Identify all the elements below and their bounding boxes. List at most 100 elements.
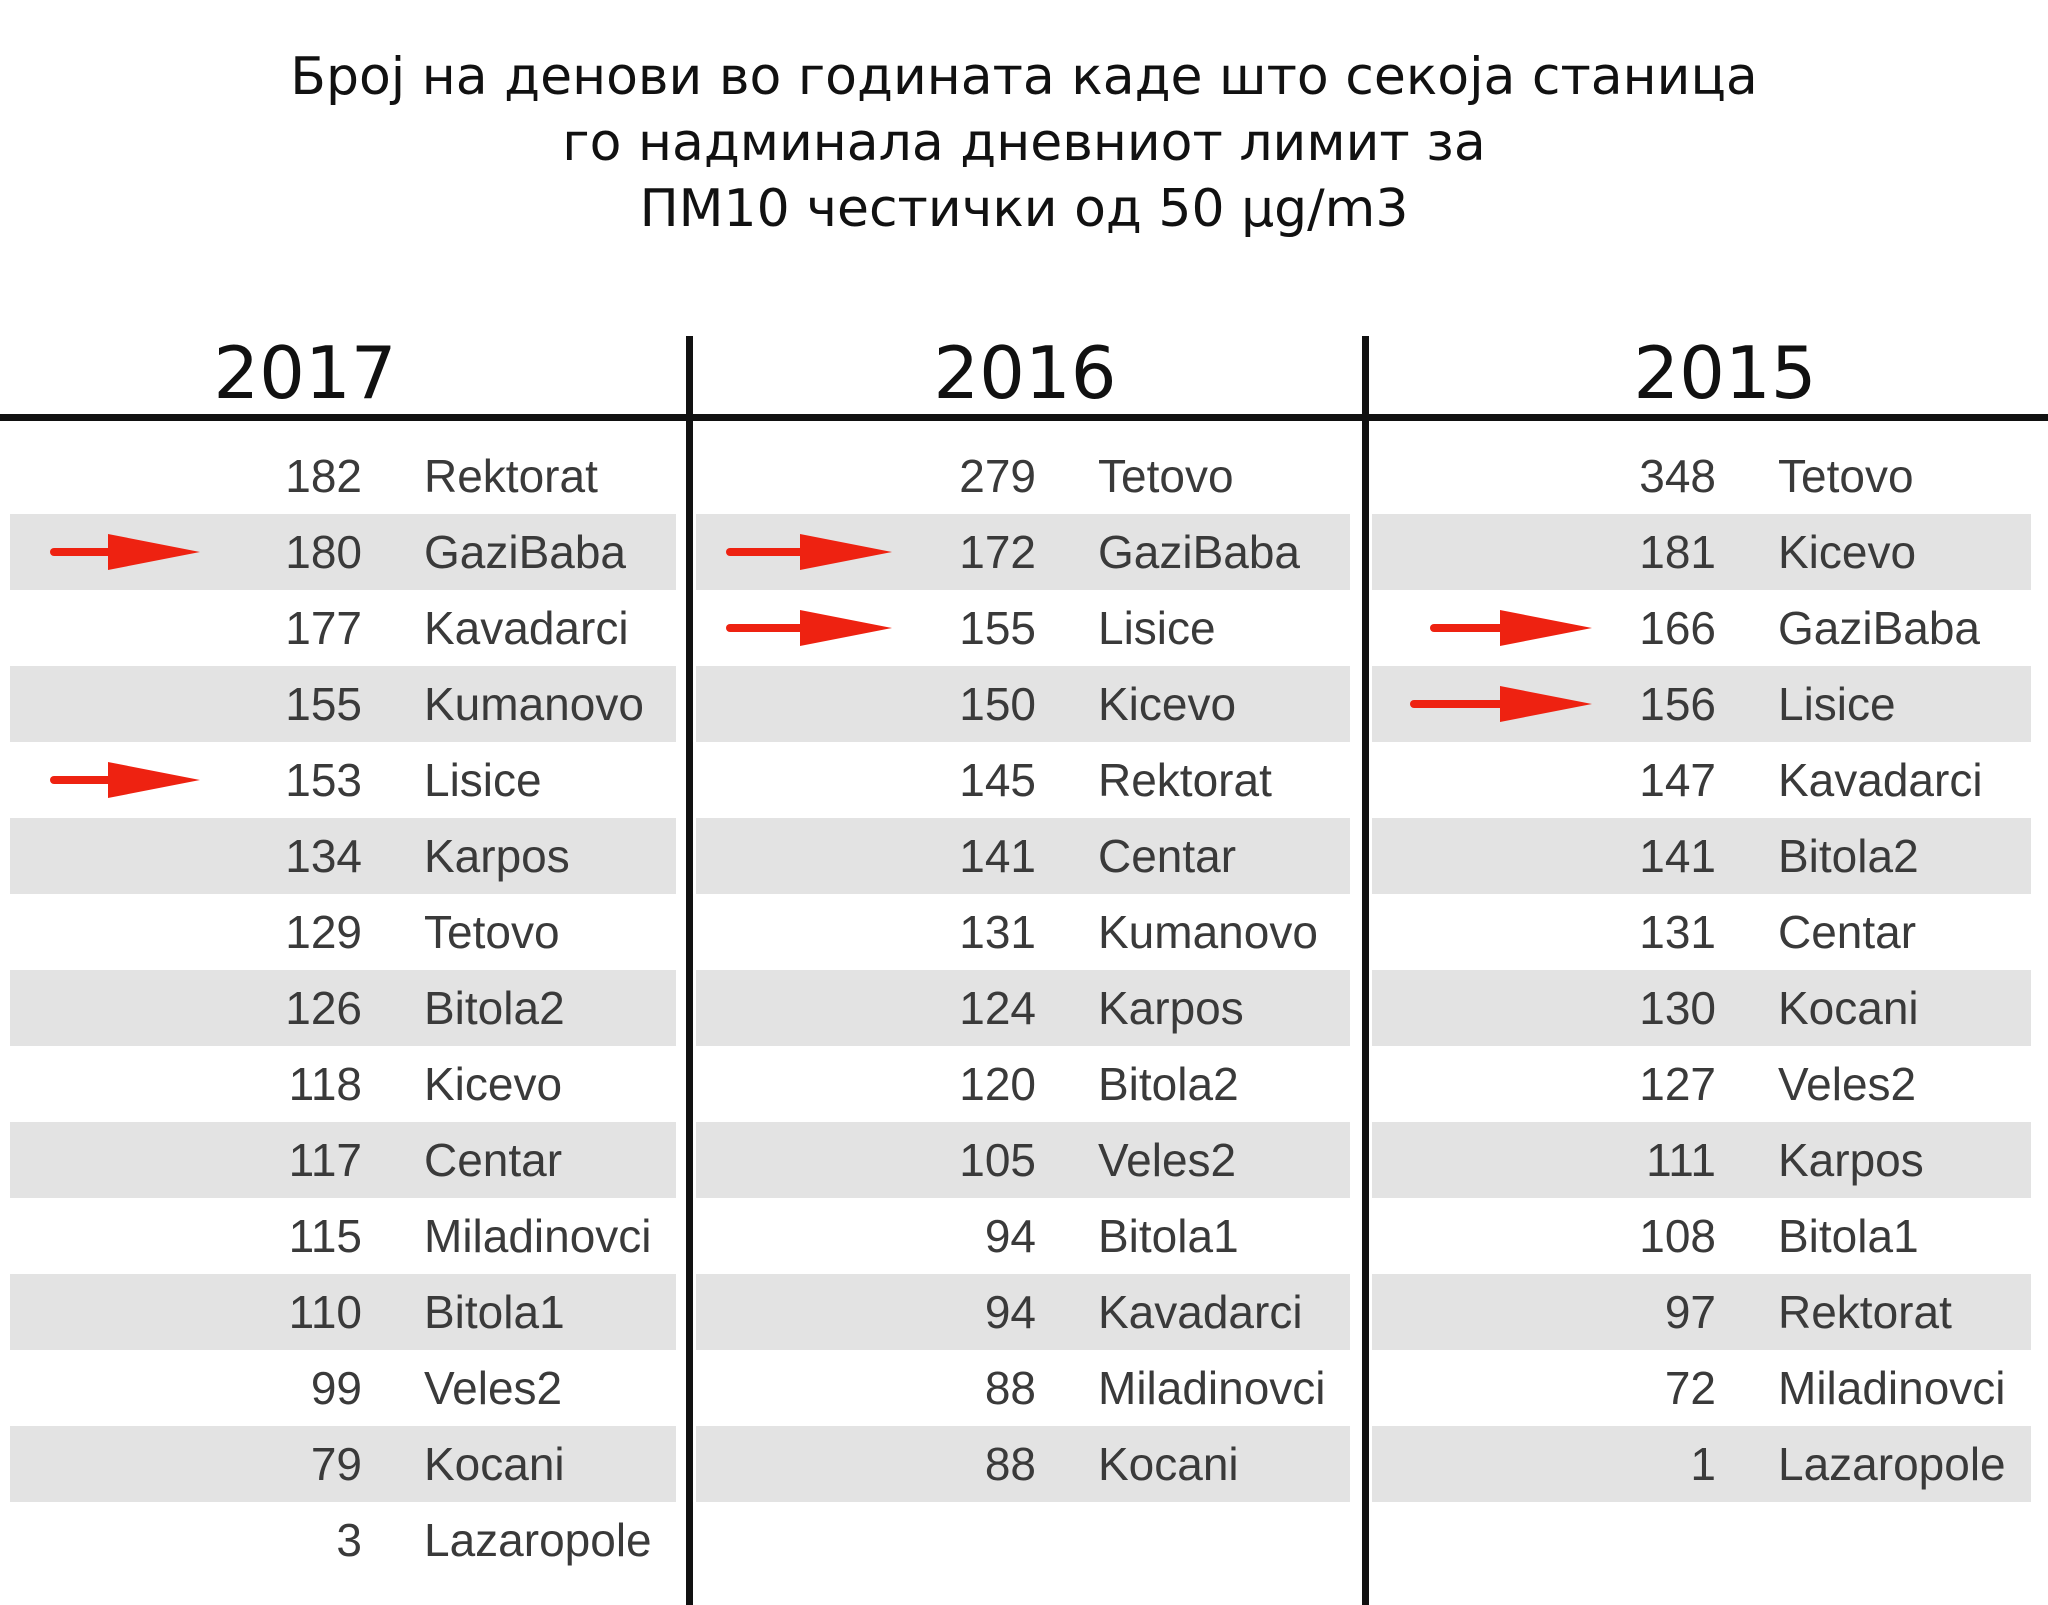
station-name: Kicevo (1778, 526, 1917, 578)
table-row (10, 1122, 676, 1198)
station-name: Kocani (1778, 982, 1919, 1034)
station-name: Rektorat (1778, 1286, 1952, 1338)
table-row (10, 970, 676, 1046)
station-name: Tetovo (424, 906, 560, 958)
station-value: 97 (1664, 1286, 1716, 1338)
station-name: Lisice (424, 754, 542, 806)
red-arrow-icon (726, 590, 892, 666)
station-value: 348 (1639, 450, 1716, 502)
station-name: Centar (1098, 830, 1237, 882)
station-name: Centar (1778, 906, 1917, 958)
table-row (1372, 970, 2031, 1046)
station-value: 182 (285, 450, 362, 502)
station-name: Bitola1 (424, 1286, 565, 1338)
station-name: Kavadarci (1778, 754, 1983, 806)
station-name: Rektorat (424, 450, 598, 502)
station-name: GaziBaba (1098, 526, 1301, 578)
station-name: Bitola2 (1778, 830, 1919, 882)
station-name: Centar (424, 1134, 563, 1186)
station-name: Bitola1 (1098, 1210, 1239, 1262)
year-header-2015: 2015 (1633, 331, 1817, 415)
station-name: Rektorat (1098, 754, 1272, 806)
station-value: 131 (959, 906, 1036, 958)
station-value: 94 (984, 1286, 1036, 1338)
station-name: Lisice (1098, 602, 1216, 654)
station-value: 88 (984, 1438, 1036, 1490)
station-value: 156 (1639, 678, 1716, 730)
station-value: 3 (336, 1514, 362, 1566)
station-value: 115 (288, 1210, 362, 1262)
station-value: 145 (959, 754, 1036, 806)
station-value: 117 (288, 1134, 362, 1186)
station-name: Karpos (424, 830, 570, 882)
station-value: 172 (959, 526, 1036, 578)
table-row (696, 666, 1350, 742)
table-row (1372, 514, 2031, 590)
table-row (1372, 1426, 2031, 1502)
table-row (696, 1122, 1350, 1198)
title-line-1: Број на денови во годината каде што секо… (290, 47, 1758, 107)
year-header-2017: 2017 (213, 331, 397, 415)
station-name: GaziBaba (1778, 602, 1981, 654)
station-name: Lazaropole (1778, 1438, 2006, 1490)
station-value: 181 (1639, 526, 1716, 578)
station-name: Veles2 (424, 1362, 563, 1414)
station-value: 99 (310, 1362, 362, 1414)
station-value: 155 (959, 602, 1036, 654)
title-line-3: ПМ10 честички од 50 µg/m3 (639, 179, 1409, 239)
station-name: Bitola2 (1098, 1058, 1239, 1110)
station-value: 88 (984, 1362, 1036, 1414)
table-row (696, 1274, 1350, 1350)
station-value: 124 (959, 982, 1036, 1034)
station-name: Kocani (1098, 1438, 1239, 1490)
station-name: Kicevo (1098, 678, 1237, 730)
station-name: Miladinovci (1098, 1362, 1326, 1414)
station-value: 134 (285, 830, 362, 882)
table-row (696, 1426, 1350, 1502)
station-value: 180 (285, 526, 362, 578)
red-arrow-icon (50, 742, 200, 818)
table-row (696, 818, 1350, 894)
station-value: 1 (1690, 1438, 1716, 1490)
station-value: 105 (959, 1134, 1036, 1186)
station-value: 141 (1639, 830, 1716, 882)
station-value: 111 (1646, 1134, 1716, 1186)
station-name: Karpos (1778, 1134, 1924, 1186)
station-name: Veles2 (1778, 1058, 1917, 1110)
station-value: 147 (1639, 754, 1716, 806)
station-value: 131 (1639, 906, 1716, 958)
table-row (1372, 1122, 2031, 1198)
table-row (696, 970, 1350, 1046)
station-value: 72 (1664, 1362, 1716, 1414)
station-name: Kumanovo (424, 678, 644, 730)
station-name: Bitola2 (424, 982, 565, 1034)
table-row (10, 818, 676, 894)
station-value: 118 (288, 1058, 362, 1110)
station-name: Tetovo (1778, 450, 1914, 502)
station-name: Miladinovci (424, 1210, 652, 1262)
table-row (1372, 818, 2031, 894)
red-arrow-icon (726, 514, 892, 590)
header-divider (0, 414, 2048, 421)
station-name: Kavadarci (1098, 1286, 1303, 1338)
station-name: Lisice (1778, 678, 1896, 730)
station-name: Bitola1 (1778, 1210, 1919, 1262)
station-value: 153 (285, 754, 362, 806)
station-value: 141 (959, 830, 1036, 882)
station-value: 120 (959, 1058, 1036, 1110)
red-arrow-icon (50, 514, 200, 590)
red-arrow-icon (1410, 666, 1592, 742)
station-value: 155 (285, 678, 362, 730)
station-value: 129 (285, 906, 362, 958)
title-line-2: го надминала дневниот лимит за (562, 113, 1486, 173)
station-name: GaziBaba (424, 526, 627, 578)
station-value: 279 (959, 450, 1036, 502)
station-value: 130 (1639, 982, 1716, 1034)
column-divider-1 (686, 336, 693, 1605)
station-value: 127 (1639, 1058, 1716, 1110)
station-value: 150 (959, 678, 1036, 730)
station-name: Kicevo (424, 1058, 563, 1110)
station-name: Lazaropole (424, 1514, 652, 1566)
table-row (10, 1274, 676, 1350)
station-value: 166 (1639, 602, 1716, 654)
